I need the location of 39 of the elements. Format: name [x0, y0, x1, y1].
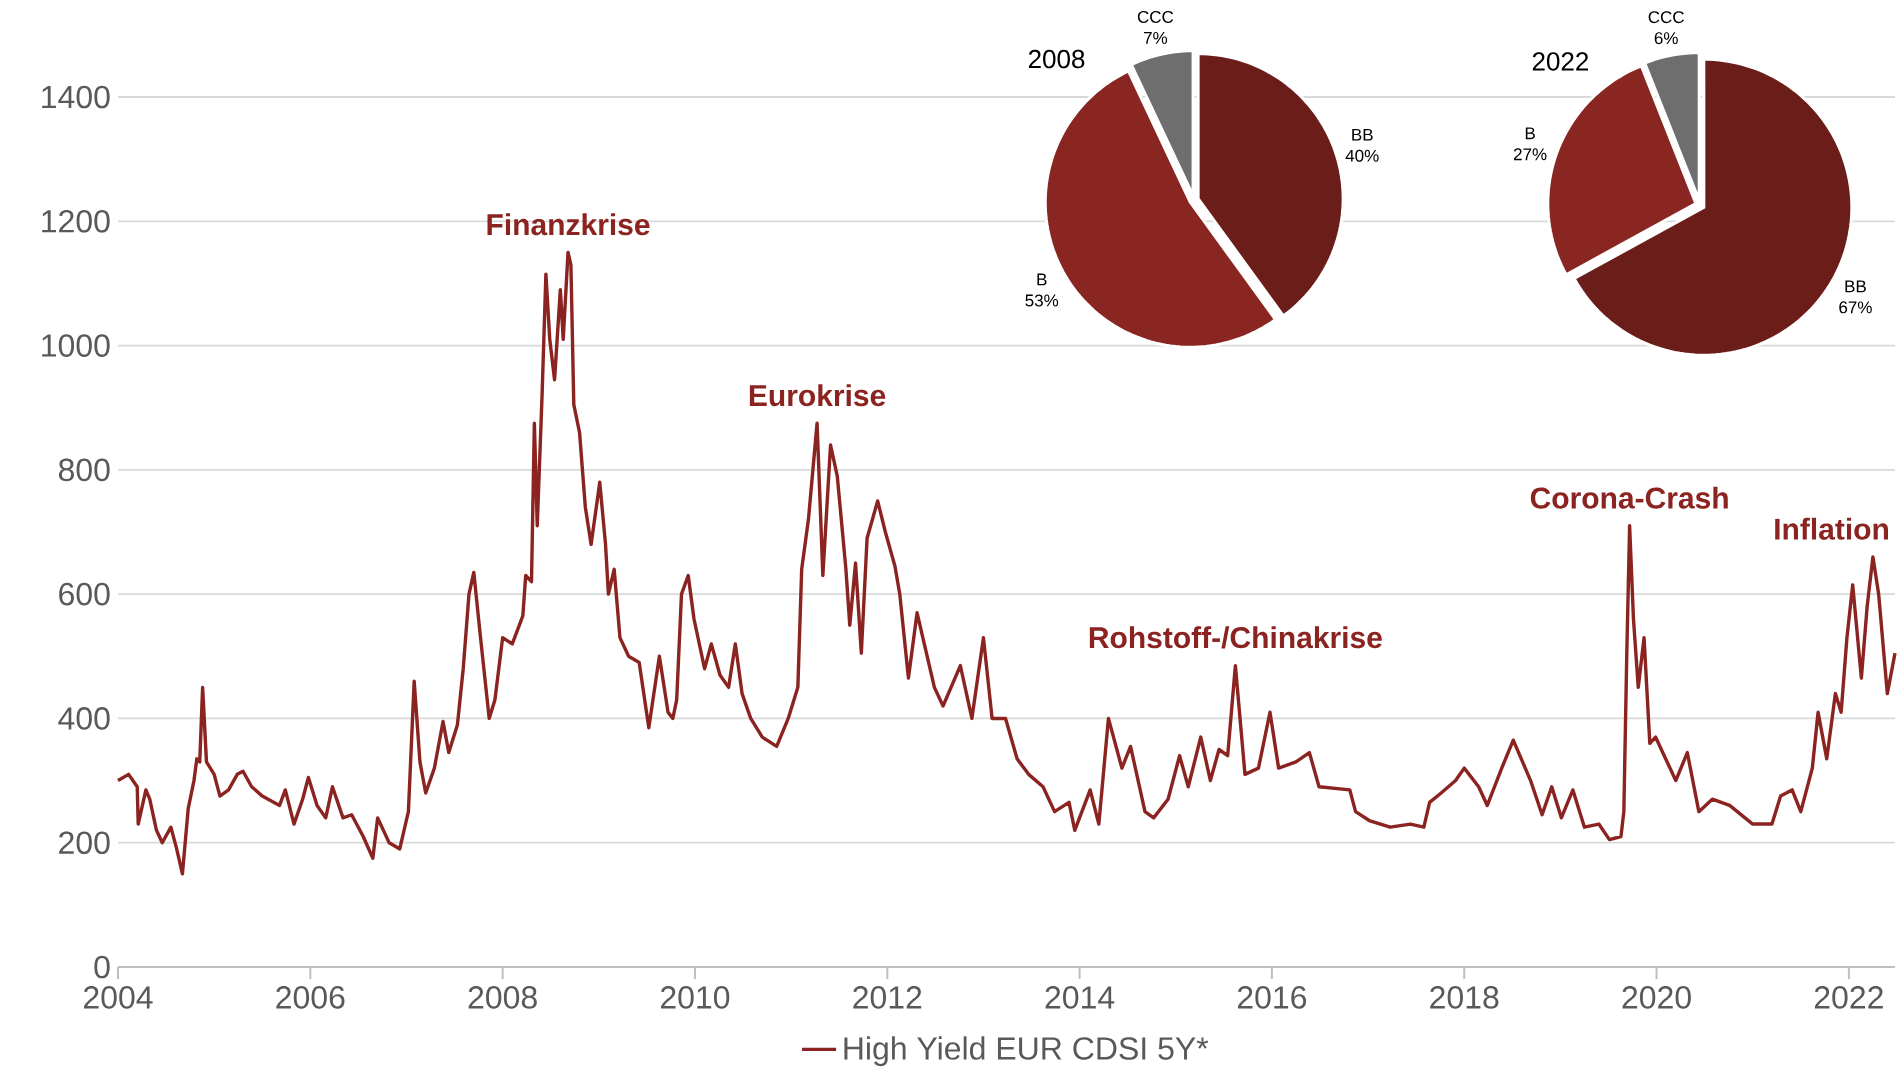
y-tick-label: 600 — [59, 582, 110, 606]
y-tick-label: 0 — [94, 955, 110, 979]
annotation: Finanzkrise — [487, 213, 650, 236]
y-tick-label: 200 — [59, 831, 110, 855]
slice-label: CCC — [1137, 10, 1174, 23]
x-tick-label: 2004 — [84, 986, 153, 1009]
y-tick-label: 1200 — [42, 209, 110, 233]
x-tick-label: 2020 — [1622, 986, 1691, 1009]
annotation: Corona-Crash — [1530, 486, 1728, 509]
legend-label: High Yield EUR CDSI 5Y* — [844, 1036, 1209, 1067]
x-tick-label: 2018 — [1430, 986, 1499, 1009]
x-tick-label: 2016 — [1237, 986, 1307, 1009]
annotation: Rohstoff-/Chinakrise — [1089, 626, 1382, 649]
x-tick-label: 2008 — [468, 986, 537, 1009]
annotation: Inflation — [1775, 517, 1888, 540]
y-tick-label: 1400 — [42, 85, 110, 109]
data-label: 53% — [1025, 294, 1059, 307]
slice-label: BB — [1352, 128, 1373, 141]
annotation: Eurokrise — [749, 384, 886, 407]
y-tick-label: 400 — [58, 707, 110, 730]
text: 2022 — [1532, 52, 1589, 71]
slice-label: B — [1525, 127, 1535, 140]
data-label: 6% — [1654, 32, 1678, 45]
x-tick-label: 2006 — [276, 986, 345, 1009]
y-tick-label: 1000 — [42, 334, 110, 357]
x-tick-label: 2012 — [853, 986, 922, 1009]
x-tick-label: 2010 — [660, 986, 730, 1009]
y-tick-label: 800 — [58, 458, 110, 482]
data-label: 40% — [1345, 149, 1379, 162]
x-tick-label: 2014 — [1045, 986, 1115, 1009]
line-series — [116, 250, 1897, 876]
x-tick-label: 2022 — [1814, 986, 1883, 1009]
data-label: 27% — [1513, 148, 1547, 161]
slice-label: B — [1037, 273, 1047, 286]
data-label: 7% — [1144, 31, 1168, 44]
slice-label: BB — [1845, 280, 1866, 293]
data-label: 67% — [1839, 301, 1872, 314]
text: 2008 — [1028, 49, 1085, 69]
slice-label: CCC — [1648, 11, 1684, 24]
